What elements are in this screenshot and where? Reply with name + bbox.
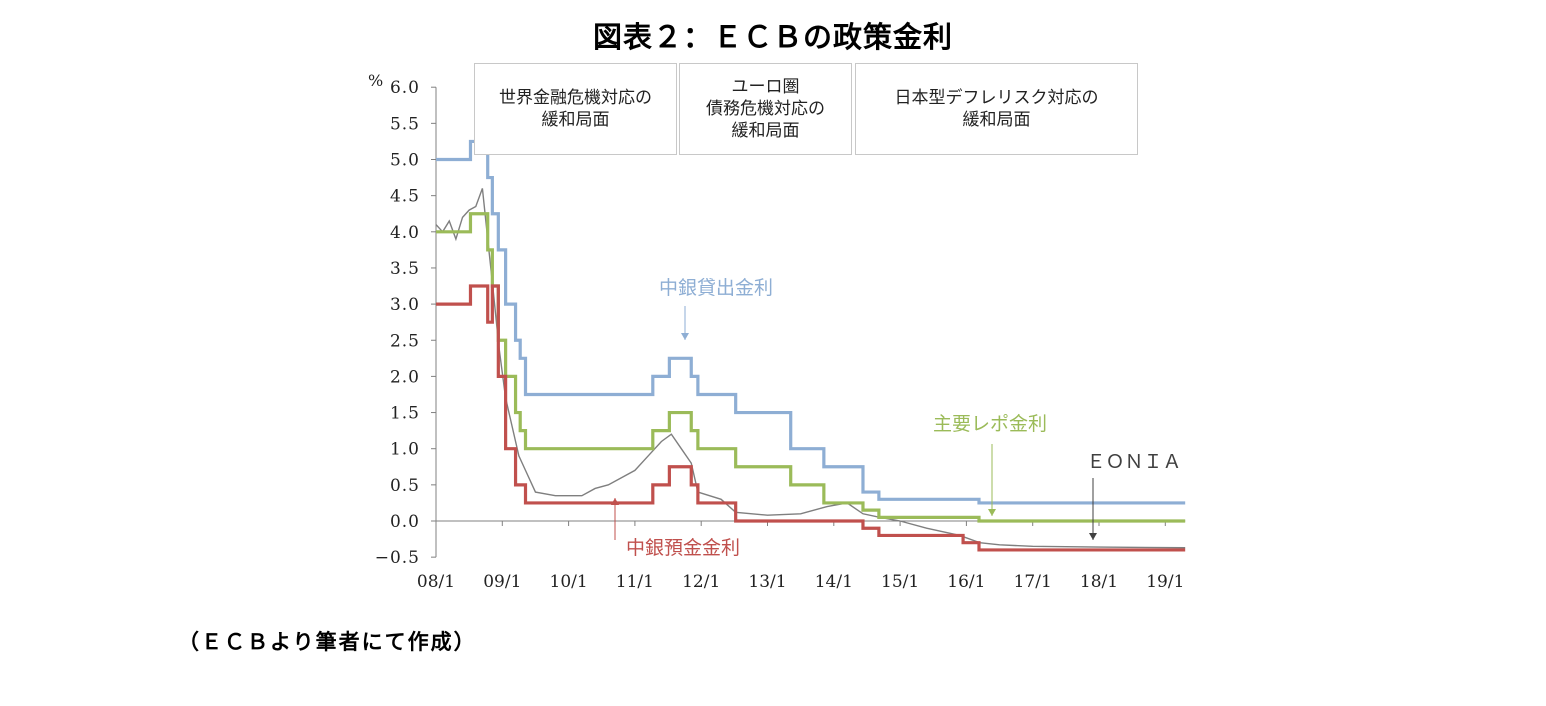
y-tick-label: 4.0 [390, 223, 420, 243]
annotation-label: 中銀預金金利 [626, 537, 740, 559]
x-tick-label: 15/1 [881, 572, 919, 592]
phase-line: 債務危機対応の [706, 99, 825, 119]
phase-line: 世界金融危機対応の [499, 88, 652, 108]
arrow-icon [681, 333, 689, 340]
arrow-icon [1089, 533, 1097, 540]
phase-box: 世界金融危機対応の 緩和局面 [474, 63, 677, 155]
annotation-label: ＥＯＮＩＡ [1086, 451, 1181, 473]
y-tick-label: 0.0 [390, 512, 420, 532]
axes: 6.0 5.5 5.0 4.5 4.0 3.5 3.0 2.5 2.0 1.5 1.0 0.5 0.0 −… [368, 71, 1186, 592]
phase-line: 緩和局面 [731, 121, 800, 141]
x-tick-label: 08/1 [417, 572, 455, 592]
y-tick-label: 5.5 [390, 114, 420, 134]
y-tick-label: 6.0 [390, 78, 420, 98]
x-tick-label: 10/1 [550, 572, 588, 592]
y-unit-label: % [368, 71, 383, 90]
series-deposit [436, 284, 1186, 552]
arrow-icon [611, 498, 619, 505]
annotation-label: 中銀貸出金利 [659, 277, 773, 299]
series-eonia [435, 188, 1186, 549]
annotation-label: 主要レポ金利 [933, 413, 1047, 435]
y-tick-label: 4.5 [390, 187, 420, 207]
phase-line: 日本型デフレリスク対応の [894, 88, 1099, 108]
phase-box: 日本型デフレリスク対応の 緩和局面 [855, 63, 1138, 155]
x-tick-label: 09/1 [483, 572, 521, 592]
y-tick-label: 5.0 [390, 151, 420, 171]
arrow-icon [988, 509, 996, 516]
phase-line: 緩和局面 [962, 110, 1031, 130]
y-tick-label: 3.5 [390, 259, 420, 279]
series-lending [436, 139, 1186, 505]
y-tick-label: 2.5 [390, 331, 420, 351]
x-tick-label: 13/1 [748, 572, 786, 592]
source-note: （ＥＣＢより筆者にて作成） [178, 630, 477, 654]
x-tick-label: 12/1 [682, 572, 720, 592]
phase-line: 緩和局面 [541, 110, 610, 130]
x-tick-label: 14/1 [815, 572, 853, 592]
x-tick-label: 18/1 [1080, 572, 1118, 592]
phase-box: ユーロ圏 債務危機対応の 緩和局面 [679, 63, 852, 155]
phase-line: ユーロ圏 [731, 77, 800, 97]
x-tick-label: 16/1 [947, 572, 985, 592]
x-tick-label: 11/1 [616, 572, 654, 592]
x-tick-label: 17/1 [1014, 572, 1052, 592]
series-repo [436, 212, 1186, 523]
y-tick-label: −0.5 [375, 548, 420, 568]
y-tick-label: 1.0 [390, 440, 420, 460]
x-tick-label: 19/1 [1146, 572, 1184, 592]
y-tick-label: 1.5 [390, 404, 420, 424]
y-tick-label: 3.0 [390, 295, 420, 315]
chart-title: 図表２：ＥＣＢの政策金利 [592, 20, 953, 54]
series-lines [435, 139, 1186, 552]
y-tick-label: 0.5 [390, 476, 420, 496]
y-tick-label: 2.0 [390, 367, 420, 387]
